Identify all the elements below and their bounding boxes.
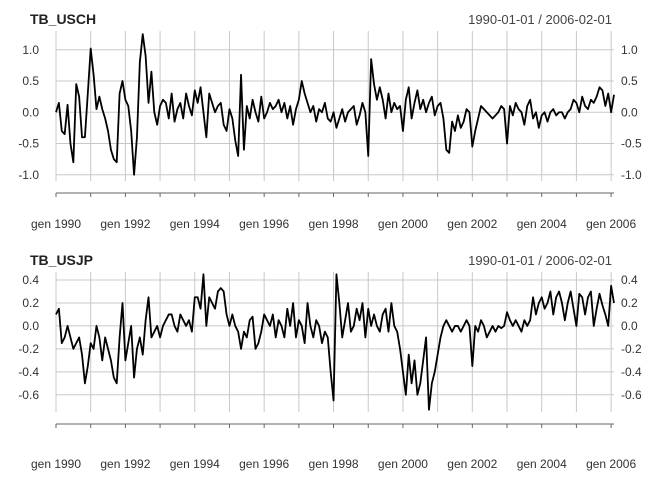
y-tick-label-right: 1.0 xyxy=(621,43,638,57)
series-line xyxy=(55,273,615,411)
x-tick-label: gen 1996 xyxy=(239,217,289,231)
chart-title: TB_USJP xyxy=(30,252,93,268)
x-tick-label: gen 1992 xyxy=(100,217,150,231)
x-tick-label: gen 2006 xyxy=(586,457,636,471)
y-tick-label-left: -1.0 xyxy=(18,168,39,182)
series-line xyxy=(55,33,615,176)
x-tick-label: gen 1992 xyxy=(100,457,150,471)
chart-panel-tb-usch: TB_USCH 1990-01-01 / 2006-02-01 1.0 1.0 0.… xyxy=(18,11,642,231)
y-tick-label-left: -0.6 xyxy=(18,388,39,402)
y-tick-label-left: 0.2 xyxy=(22,296,39,310)
chart-date-range: 1990-01-01 / 2006-02-01 xyxy=(468,12,612,27)
x-tick-label: gen 1990 xyxy=(31,217,81,231)
y-tick-label-right: -0.6 xyxy=(621,388,642,402)
x-tick-label: gen 1990 xyxy=(31,457,81,471)
x-tick-label: gen 1994 xyxy=(170,457,220,471)
x-tick-label: gen 2006 xyxy=(586,217,636,231)
y-tick-label-left: -0.5 xyxy=(18,137,39,151)
x-tick-label: gen 1994 xyxy=(170,217,220,231)
x-tick-label: gen 1998 xyxy=(309,457,359,471)
x-tick-label: gen 2004 xyxy=(517,217,567,231)
y-tick-label-right: 0.0 xyxy=(621,319,638,333)
y-tick-label-right: 0.4 xyxy=(621,273,638,287)
chart-panel-tb-usjp: TB_USJP 1990-01-01 / 2006-02-01 0.4 0.4 0.… xyxy=(18,252,642,471)
y-tick-label-left: -0.4 xyxy=(18,365,39,379)
y-tick-label-right: 0.5 xyxy=(621,74,638,88)
y-tick-label-right: -0.4 xyxy=(621,365,642,379)
y-tick-label-left: 1.0 xyxy=(22,43,39,57)
y-tick-label-right: 0.0 xyxy=(621,105,638,119)
chart-title: TB_USCH xyxy=(30,11,96,27)
y-tick-label-left: 0.0 xyxy=(22,105,39,119)
x-tick-label: gen 2000 xyxy=(378,457,428,471)
y-tick-label-right: -1.0 xyxy=(621,168,642,182)
x-tick-label: gen 2002 xyxy=(447,217,497,231)
x-tick-label: gen 2000 xyxy=(378,217,428,231)
x-tick-label: gen 2002 xyxy=(447,457,497,471)
y-tick-label-right: 0.2 xyxy=(621,296,638,310)
y-tick-label-right: -0.2 xyxy=(621,342,642,356)
y-tick-label-left: 0.4 xyxy=(22,273,39,287)
y-tick-label-left: -0.2 xyxy=(18,342,39,356)
x-tick-label: gen 1996 xyxy=(239,457,289,471)
y-tick-label-right: -0.5 xyxy=(621,137,642,151)
x-tick-label: gen 1998 xyxy=(309,217,359,231)
y-tick-label-left: 0.0 xyxy=(22,319,39,333)
y-tick-label-left: 0.5 xyxy=(22,74,39,88)
x-tick-label: gen 2004 xyxy=(517,457,567,471)
chart-date-range: 1990-01-01 / 2006-02-01 xyxy=(468,253,612,268)
